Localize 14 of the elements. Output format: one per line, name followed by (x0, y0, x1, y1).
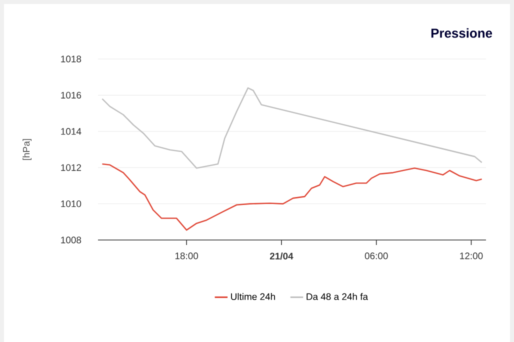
y-tick-label: 1008 (61, 236, 82, 244)
y-axis-title: [hPa] (22, 139, 32, 160)
chart-title: Pressione (431, 28, 492, 38)
legend-label: Ultime 24h (231, 293, 275, 300)
x-tick-label: 21/04 (270, 252, 294, 260)
y-tick-label: 1016 (61, 92, 82, 99)
x-tick-label: 18:00 (175, 252, 198, 260)
y-tick-label: 1010 (61, 200, 82, 208)
x-tick-label: 12:00 (460, 252, 483, 260)
y-tick-label: 1018 (61, 56, 82, 62)
x-tick-label: 06:00 (364, 252, 388, 260)
y-tick-label: 1012 (61, 164, 82, 171)
legend-label: Da 48 a 24h fa (306, 293, 368, 300)
y-tick-label: 1014 (61, 128, 82, 135)
